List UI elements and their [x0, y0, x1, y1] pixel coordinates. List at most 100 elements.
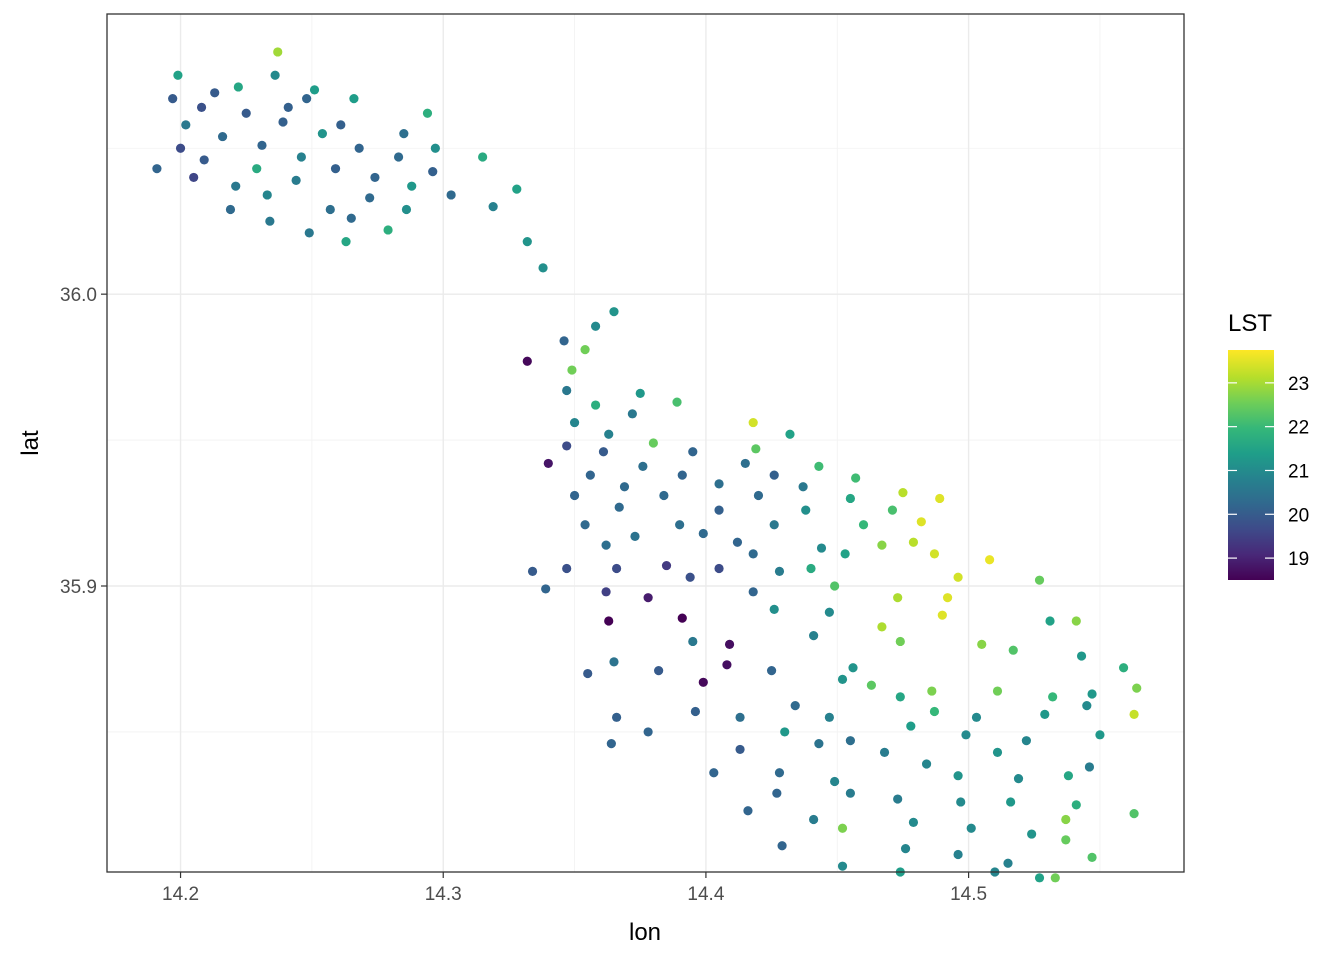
data-point	[790, 701, 800, 711]
data-point	[748, 417, 758, 428]
data-point	[580, 345, 590, 355]
data-point	[1095, 730, 1105, 740]
data-point	[393, 152, 404, 162]
data-point	[283, 102, 293, 112]
legend-colorbar	[1228, 350, 1274, 580]
data-point	[659, 490, 669, 501]
data-point	[168, 94, 178, 104]
data-point	[935, 493, 945, 504]
data-point	[1061, 814, 1071, 825]
data-point	[921, 759, 932, 769]
data-point	[877, 540, 887, 550]
data-point	[538, 263, 548, 273]
data-point	[590, 321, 601, 331]
data-point	[824, 607, 834, 617]
data-point	[478, 152, 488, 162]
data-point	[806, 563, 816, 574]
data-point	[265, 216, 275, 226]
data-point	[845, 788, 855, 798]
data-point	[953, 849, 963, 860]
data-point	[830, 581, 840, 591]
legend-tick-label: 23	[1288, 374, 1309, 395]
data-point	[1118, 663, 1129, 673]
legend-tick-label: 21	[1288, 461, 1309, 482]
data-point	[196, 102, 207, 112]
data-point	[643, 727, 653, 737]
data-point	[929, 549, 940, 559]
data-point	[724, 639, 735, 649]
data-point	[751, 444, 761, 454]
data-point	[774, 566, 785, 577]
data-point	[1008, 645, 1018, 655]
data-point	[562, 441, 572, 451]
data-point	[604, 429, 614, 439]
data-point	[349, 94, 359, 104]
data-point	[1082, 701, 1092, 711]
data-point	[1129, 809, 1139, 819]
data-point	[814, 738, 824, 749]
data-point	[735, 712, 745, 722]
data-point	[1045, 616, 1055, 626]
x-tick-label: 14.3	[425, 884, 462, 905]
data-point	[748, 587, 758, 597]
data-point	[181, 120, 191, 130]
x-tick-label: 14.4	[687, 884, 724, 905]
data-point	[601, 587, 611, 597]
data-point	[677, 470, 687, 480]
y-axis: 35.9 36.0	[60, 285, 107, 598]
data-point	[830, 776, 840, 787]
data-point	[559, 336, 569, 346]
data-point	[1050, 873, 1060, 883]
data-point	[257, 140, 267, 150]
data-point	[270, 70, 280, 80]
data-point	[522, 356, 532, 366]
data-point	[748, 549, 758, 559]
data-point	[769, 604, 779, 614]
data-point	[809, 814, 819, 825]
data-point	[173, 70, 183, 80]
data-point	[317, 129, 327, 139]
data-point	[630, 531, 640, 541]
data-point	[661, 560, 672, 571]
data-point	[302, 94, 312, 104]
data-point	[609, 657, 619, 667]
data-point	[225, 204, 236, 215]
data-point	[430, 143, 440, 153]
data-point	[851, 473, 861, 483]
legend: LST 19 20 21 22 23	[1228, 310, 1309, 580]
data-point	[1129, 709, 1139, 720]
data-point	[1087, 852, 1097, 863]
data-point	[612, 712, 622, 722]
data-point	[845, 736, 855, 746]
data-point	[824, 712, 834, 722]
data-point	[569, 417, 580, 428]
data-point	[217, 131, 228, 142]
data-point	[840, 549, 850, 559]
data-point	[688, 636, 698, 647]
data-point	[688, 447, 698, 457]
data-point	[685, 572, 695, 582]
data-point	[785, 429, 795, 439]
data-point	[698, 677, 708, 687]
data-point	[1048, 692, 1058, 702]
data-point	[898, 488, 908, 498]
data-point	[977, 639, 987, 649]
data-point	[908, 537, 919, 547]
data-point	[814, 461, 824, 471]
data-point	[837, 823, 848, 833]
data-point	[1040, 709, 1050, 720]
data-point	[780, 727, 790, 737]
data-point	[798, 482, 808, 492]
data-point	[585, 470, 595, 480]
data-point	[422, 108, 433, 118]
data-point	[231, 181, 241, 191]
data-point	[866, 680, 877, 690]
data-point	[1027, 829, 1037, 839]
data-point	[895, 692, 905, 702]
data-point	[774, 768, 785, 778]
data-point	[643, 593, 653, 603]
data-point	[580, 520, 590, 530]
y-axis-title: lat	[17, 430, 44, 456]
data-point	[942, 593, 953, 603]
data-point	[654, 666, 664, 676]
